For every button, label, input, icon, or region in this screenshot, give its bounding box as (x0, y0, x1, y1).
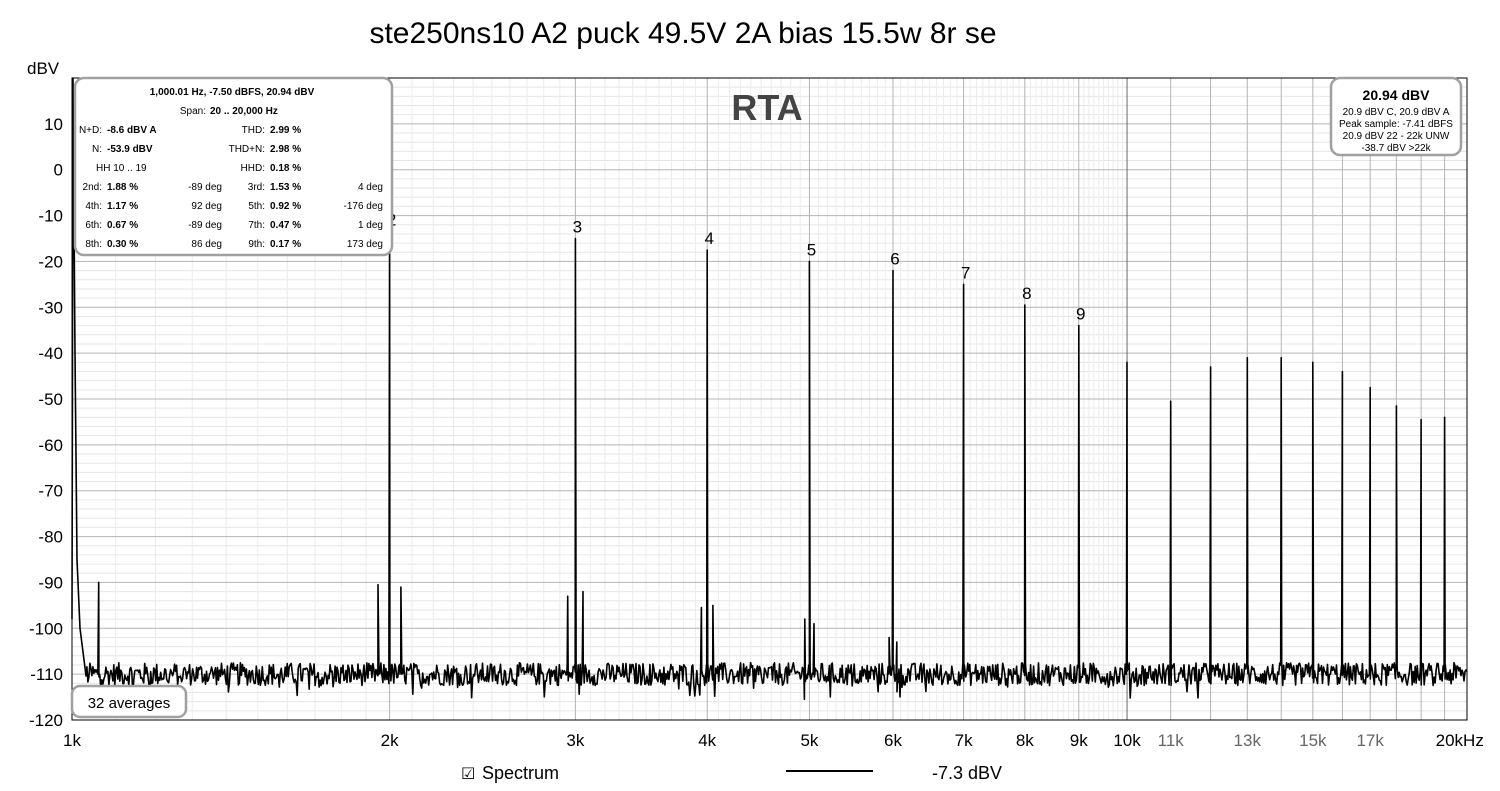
x-tick-label: 6k (884, 731, 902, 750)
x-tick-label: 5k (800, 731, 818, 750)
info-label-2: THD+N: (229, 144, 265, 155)
info-value-2: 1.53 % (270, 182, 301, 193)
info-span-value: 20 .. 20,000 Hz (210, 106, 278, 117)
averages-label: 32 averages (88, 695, 171, 712)
info-value: 0.30 % (107, 239, 138, 250)
info-value-2: 0.18 % (270, 163, 301, 174)
y-tick-label: -70 (38, 482, 63, 501)
legend-value: -7.3 dBV (932, 763, 1002, 783)
y-tick-label: -90 (38, 573, 63, 592)
harmonic-label: 7 (961, 263, 970, 282)
info-header: 1,000.01 Hz, -7.50 dBFS, 20.94 dBV (150, 87, 315, 98)
info-label-2: 5th: (248, 201, 265, 212)
info-label-2: THD: (242, 125, 265, 136)
harmonic-label: 9 (1076, 305, 1085, 324)
info-label: 6th: (85, 220, 102, 231)
rta-watermark: RTA (731, 87, 802, 128)
level-line-4: -38.7 dBV >22k (1361, 143, 1431, 154)
x-tick-label: 8k (1016, 731, 1034, 750)
y-tick-label: 10 (44, 115, 63, 134)
x-tick-label-minor: 11k (1158, 731, 1185, 750)
y-tick-label: -50 (38, 390, 63, 409)
x-tick-label-minor: 17k (1356, 731, 1384, 750)
info-phase-2: 173 deg (347, 239, 383, 250)
info-value: 0.67 % (107, 220, 138, 231)
x-tick-label: 7k (955, 731, 973, 750)
info-value: 1.17 % (107, 201, 138, 212)
harmonic-label: 4 (704, 229, 713, 248)
x-tick-label: 10k (1113, 731, 1141, 750)
harmonic-label: 3 (573, 218, 582, 237)
info-phase-2: -176 deg (344, 201, 383, 212)
x-tick-label-minor: 13k (1234, 731, 1262, 750)
legend-series-label[interactable]: Spectrum (482, 763, 559, 783)
level-box: 20.94 dBV 20.9 dBV C, 20.9 dBV A Peak sa… (1329, 76, 1463, 157)
y-tick-label: -10 (38, 207, 63, 226)
y-tick-label: -120 (29, 711, 63, 730)
info-value-2: 0.47 % (270, 220, 301, 231)
info-label: 2nd: (83, 182, 102, 193)
info-rows: N+D: -8.6 dBV A THD: 2.99 % N: -53.9 dBV THD+N… (79, 125, 383, 250)
info-span-label: Span: (180, 106, 206, 117)
x-tick-label: 20kHz (1436, 731, 1484, 750)
info-phase-2: 4 deg (358, 182, 383, 193)
y-axis-unit: dBV (27, 59, 60, 78)
info-label: 8th: (85, 239, 102, 250)
x-tick-label: 1k (63, 731, 81, 750)
y-tick-label: -20 (38, 252, 63, 271)
y-tick-label: -60 (38, 436, 63, 455)
level-line-3: 20.9 dBV 22 - 22k UNW (1343, 131, 1450, 142)
info-label: N+D: (79, 125, 102, 136)
info-phase: -89 deg (188, 220, 222, 231)
info-label-2: 7th: (248, 220, 265, 231)
y-axis-ticks: 10 0 -10 -20 -30 -40 -50 -60 -70 -80 -90 -100 -110 -1… (29, 115, 63, 730)
info-phase: 86 deg (191, 239, 222, 250)
level-value: 20.94 dBV (1363, 87, 1431, 103)
y-tick-label: 0 (54, 161, 63, 180)
averages-box: 32 averages (70, 684, 188, 719)
info-value-2: 0.92 % (270, 201, 301, 212)
y-tick-label: -30 (38, 298, 63, 317)
chart-title: ste250ns10 A2 puck 49.5V 2A bias 15.5w 8… (369, 17, 996, 50)
level-line-2: Peak sample: -7.41 dBFS (1339, 119, 1453, 130)
spectrum-series-line (71, 77, 1468, 701)
harmonic-label: 6 (890, 250, 899, 269)
spectrum-checkbox[interactable]: ☑ (461, 766, 475, 783)
y-tick-label: -80 (38, 528, 63, 547)
harmonic-label: 5 (807, 240, 816, 259)
x-tick-label: 3k (566, 731, 584, 750)
level-line-1: 20.9 dBV C, 20.9 dBV A (1343, 107, 1450, 118)
x-axis-ticks: 1k 2k 3k 4k 5k 6k 7k 8k 9k 10k 20kHz 11k 13k 15k 17k (63, 731, 1484, 750)
info-label-2: HHD: (241, 163, 265, 174)
x-tick-label-minor: 15k (1299, 731, 1327, 750)
info-label: N: (92, 144, 102, 155)
info-label: 4th: (85, 201, 102, 212)
legend: ☑ Spectrum -7.3 dBV (461, 763, 1002, 783)
harmonic-label: 8 (1022, 284, 1031, 303)
info-label-2: 3rd: (248, 182, 265, 193)
info-value-2: 2.98 % (270, 144, 301, 155)
info-label-2: 9th: (248, 239, 265, 250)
measurement-info-box: 1,000.01 Hz, -7.50 dBFS, 20.94 dBV Span:… (73, 76, 394, 257)
info-phase-2: 1 deg (358, 220, 383, 231)
y-tick-label: -110 (30, 665, 63, 684)
y-tick-label: -40 (38, 344, 63, 363)
x-tick-label: 2k (381, 731, 399, 750)
info-phase: 92 deg (191, 201, 222, 212)
x-tick-label: 9k (1070, 731, 1088, 750)
info-value: 1.88 % (107, 182, 138, 193)
x-tick-label: 4k (698, 731, 716, 750)
info-phase: -89 deg (188, 182, 222, 193)
y-tick-label: -100 (29, 619, 63, 638)
info-value-2: 0.17 % (270, 239, 301, 250)
info-value: -8.6 dBV A (107, 125, 157, 136)
info-value: -53.9 dBV (107, 144, 153, 155)
info-label: HH 10 .. 19 (96, 163, 147, 174)
info-value-2: 2.99 % (270, 125, 301, 136)
